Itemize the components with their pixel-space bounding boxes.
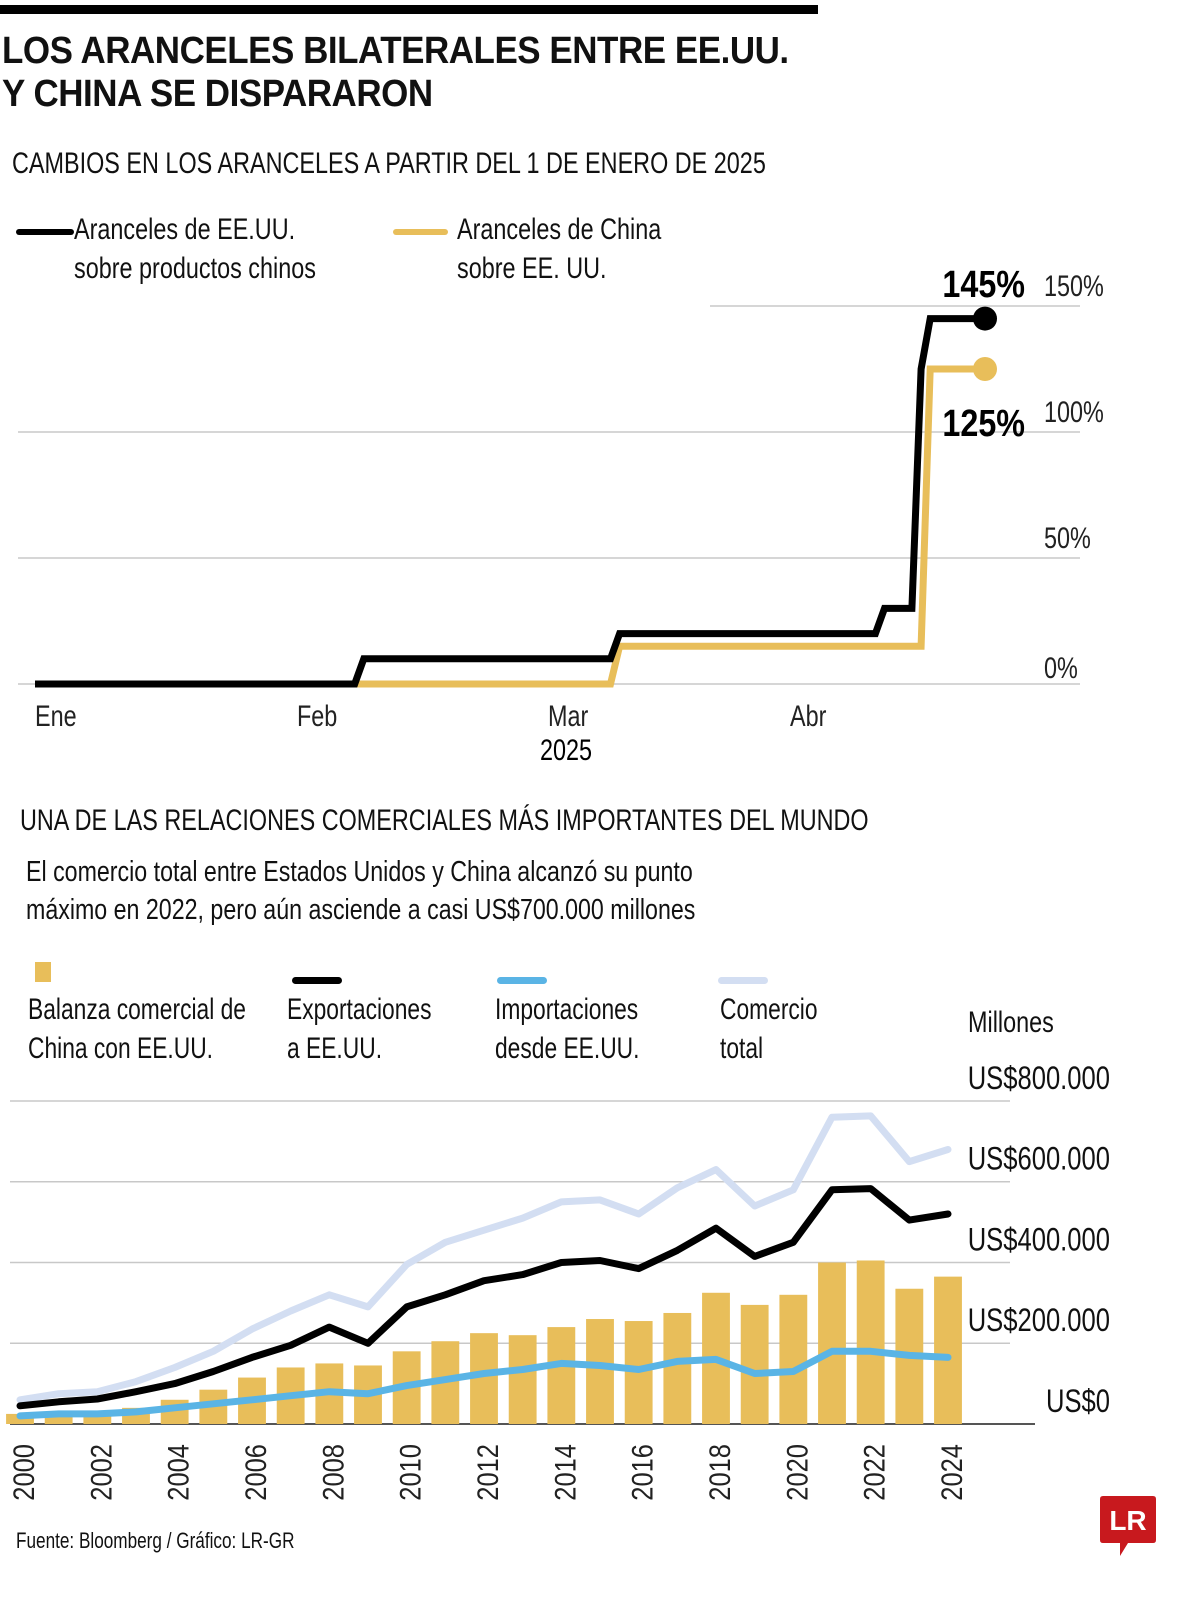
legend-swatch-imports xyxy=(497,977,547,984)
series-line-exports xyxy=(16,1185,952,1410)
bar-balance-2023 xyxy=(895,1288,924,1424)
x-tick-label: 2018 xyxy=(703,1444,736,1501)
x-tick-label: 2020 xyxy=(780,1444,813,1501)
bar-balance-2009 xyxy=(354,1365,382,1424)
end-marker-us xyxy=(973,306,997,331)
bar-balance-2018 xyxy=(702,1292,730,1424)
bar-balance-2013 xyxy=(508,1335,537,1424)
trade-subtitle: UNA DE LAS RELACIONES COMERCIALES MÁS IM… xyxy=(20,804,869,837)
desc-line-1: El comercio total entre Estados Unidos y… xyxy=(26,856,693,888)
y-axis-unit-label: Millones xyxy=(968,1006,1054,1039)
legend-label-china-line1: Aranceles de China xyxy=(457,213,662,246)
bar-balance-2008 xyxy=(315,1363,344,1424)
bar-balance-2002 xyxy=(83,1413,112,1424)
bar-balance-2019 xyxy=(740,1304,769,1424)
legend-swatch-us xyxy=(16,229,74,235)
y-tick-label: 150% xyxy=(1044,269,1104,302)
legend-swatch-balance xyxy=(35,962,51,982)
x-tick-label: 2004 xyxy=(162,1444,195,1501)
bar-balance-2024 xyxy=(934,1276,962,1424)
x-tick-label: 2000 xyxy=(7,1444,40,1501)
x-tick-label: 2024 xyxy=(935,1444,968,1501)
trade-description: El comercio total entre Estados Unidos y… xyxy=(26,853,695,929)
tariffs-subtitle: CAMBIOS EN LOS ARANCELES A PARTIR DEL 1 … xyxy=(12,147,766,180)
bar-balance-2004 xyxy=(160,1399,189,1424)
bar-balance-2005 xyxy=(199,1389,228,1424)
lr-logo: LR xyxy=(1100,1496,1156,1556)
bar-balance-2016 xyxy=(624,1321,653,1424)
y-tick-label: US$0 xyxy=(1046,1384,1110,1419)
bar-balance-2011 xyxy=(431,1341,460,1424)
y-tick-label: US$800.000 xyxy=(968,1061,1110,1096)
bar-balance-2000 xyxy=(6,1413,34,1424)
legend-swatch-exports xyxy=(292,977,342,984)
bar-balance-2015 xyxy=(586,1319,614,1424)
end-label-china: 125% xyxy=(942,403,1025,445)
series-line-china-tariffs xyxy=(35,365,985,688)
legend-label-total-2: total xyxy=(720,1032,764,1065)
bar-balance-2001 xyxy=(44,1415,73,1424)
title-line-2: Y CHINA SE DISPARARON xyxy=(2,73,433,115)
x-tick-label: 2022 xyxy=(858,1444,891,1501)
y-tick-label: 100% xyxy=(1044,395,1104,428)
legend-label-total-1: Comercio xyxy=(720,993,818,1026)
x-tick-label: Ene xyxy=(35,699,77,732)
bar-balance-2012 xyxy=(470,1333,498,1424)
logo-speech-bubble-icon xyxy=(1100,1496,1156,1556)
bar-balance-2022 xyxy=(856,1260,885,1424)
bar-balance-2003 xyxy=(122,1407,150,1424)
y-tick-label: US$200.000 xyxy=(968,1304,1110,1339)
bar-balance-2014 xyxy=(547,1327,576,1424)
x-tick-label: Mar xyxy=(548,699,588,732)
logo-text: LR xyxy=(1109,1505,1146,1536)
legend-label-exports-2: a EE.UU. xyxy=(287,1032,383,1065)
legend-label-imports-2: desde EE.UU. xyxy=(495,1032,640,1065)
legend-label-china-line2: sobre EE. UU. xyxy=(457,252,607,285)
y-tick-label: 0% xyxy=(1044,651,1078,684)
x-tick-label: 2014 xyxy=(548,1444,581,1501)
x-tick-label: Feb xyxy=(297,699,337,732)
bar-balance-2017 xyxy=(663,1312,692,1424)
y-tick-label: 50% xyxy=(1044,521,1091,554)
x-axis-year-label: 2025 xyxy=(540,733,592,766)
bar-balance-2010 xyxy=(392,1351,421,1424)
x-tick-label: 2010 xyxy=(394,1444,427,1501)
desc-line-2: máximo en 2022, pero aún asciende a casi… xyxy=(26,894,696,926)
source-note: Fuente: Bloomberg / Gráfico: LR-GR xyxy=(16,1528,295,1553)
legend-label-us-line1: Aranceles de EE.UU. xyxy=(74,213,296,246)
legend-label-balance-1: Balanza comercial de xyxy=(28,993,246,1026)
legend-swatch-total xyxy=(718,977,768,984)
series-line-us-tariffs xyxy=(35,315,985,688)
top-rule xyxy=(0,5,818,14)
bar-balance-2020 xyxy=(779,1294,808,1424)
bar-balance-2006 xyxy=(238,1377,266,1424)
legend-label-imports-1: Importaciones xyxy=(495,993,639,1026)
x-tick-label: Abr xyxy=(790,699,826,732)
series-line-imports xyxy=(16,1347,952,1420)
x-tick-label: 2008 xyxy=(316,1444,349,1501)
legend-label-us-line2: sobre productos chinos xyxy=(74,252,316,285)
bar-balance-2007 xyxy=(276,1367,305,1424)
title-line-1: LOS ARANCELES BILATERALES ENTRE EE.UU. xyxy=(2,30,789,72)
x-tick-label: 2012 xyxy=(471,1444,504,1501)
x-tick-label: 2006 xyxy=(239,1444,272,1501)
y-tick-label: US$400.000 xyxy=(968,1223,1110,1258)
bar-balance-2021 xyxy=(818,1262,846,1424)
end-marker-china xyxy=(973,357,997,381)
legend-label-exports-1: Exportaciones xyxy=(287,993,432,1026)
y-tick-label: US$600.000 xyxy=(968,1142,1110,1177)
series-line-total xyxy=(16,1112,952,1404)
tariffs-chart: 0% 50% 100% 150% Ene Feb Mar Abr 2025 145% 125… xyxy=(18,264,1104,767)
legend-swatch-china xyxy=(393,229,448,235)
page-title: LOS ARANCELES BILATERALES ENTRE EE.UU. Y… xyxy=(2,30,789,116)
x-tick-label: 2016 xyxy=(626,1444,659,1501)
legend-label-balance-2: China con EE.UU. xyxy=(28,1032,214,1065)
x-tick-label: 2002 xyxy=(84,1444,117,1501)
end-label-us: 145% xyxy=(942,264,1025,306)
